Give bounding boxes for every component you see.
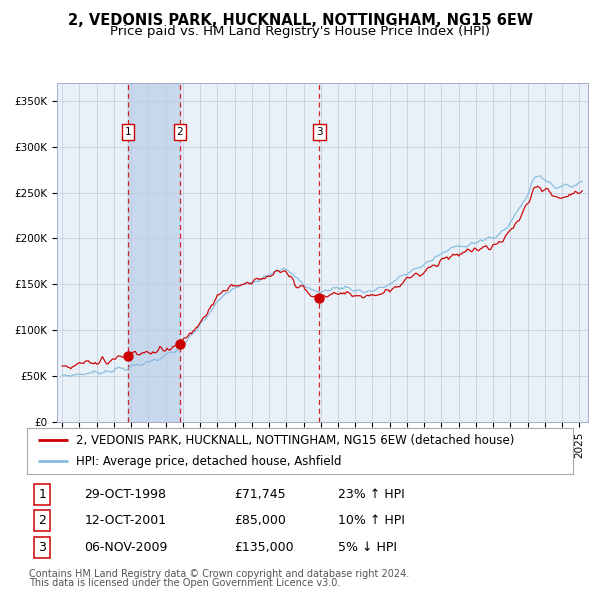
Text: 1: 1	[38, 489, 46, 502]
Text: Price paid vs. HM Land Registry's House Price Index (HPI): Price paid vs. HM Land Registry's House …	[110, 25, 490, 38]
Text: HPI: Average price, detached house, Ashfield: HPI: Average price, detached house, Ashf…	[76, 455, 341, 468]
Bar	[128, 83, 180, 422]
Text: 3: 3	[316, 127, 323, 137]
Text: This data is licensed under the Open Government Licence v3.0.: This data is licensed under the Open Gov…	[29, 578, 340, 588]
Text: 10% ↑ HPI: 10% ↑ HPI	[338, 514, 405, 527]
Text: 1: 1	[125, 127, 131, 137]
Text: 29-OCT-1998: 29-OCT-1998	[85, 489, 166, 502]
Text: 2, VEDONIS PARK, HUCKNALL, NOTTINGHAM, NG15 6EW: 2, VEDONIS PARK, HUCKNALL, NOTTINGHAM, N…	[67, 13, 533, 28]
Text: £85,000: £85,000	[235, 514, 286, 527]
Text: £71,745: £71,745	[235, 489, 286, 502]
Text: 3: 3	[38, 540, 46, 553]
Text: 06-NOV-2009: 06-NOV-2009	[85, 540, 168, 553]
Text: 2: 2	[176, 127, 183, 137]
Text: 12-OCT-2001: 12-OCT-2001	[85, 514, 166, 527]
Text: Contains HM Land Registry data © Crown copyright and database right 2024.: Contains HM Land Registry data © Crown c…	[29, 569, 409, 579]
Text: 5% ↓ HPI: 5% ↓ HPI	[338, 540, 397, 553]
Text: 2: 2	[38, 514, 46, 527]
Text: 23% ↑ HPI: 23% ↑ HPI	[338, 489, 405, 502]
Text: 2, VEDONIS PARK, HUCKNALL, NOTTINGHAM, NG15 6EW (detached house): 2, VEDONIS PARK, HUCKNALL, NOTTINGHAM, N…	[76, 434, 515, 447]
Text: £135,000: £135,000	[235, 540, 294, 553]
